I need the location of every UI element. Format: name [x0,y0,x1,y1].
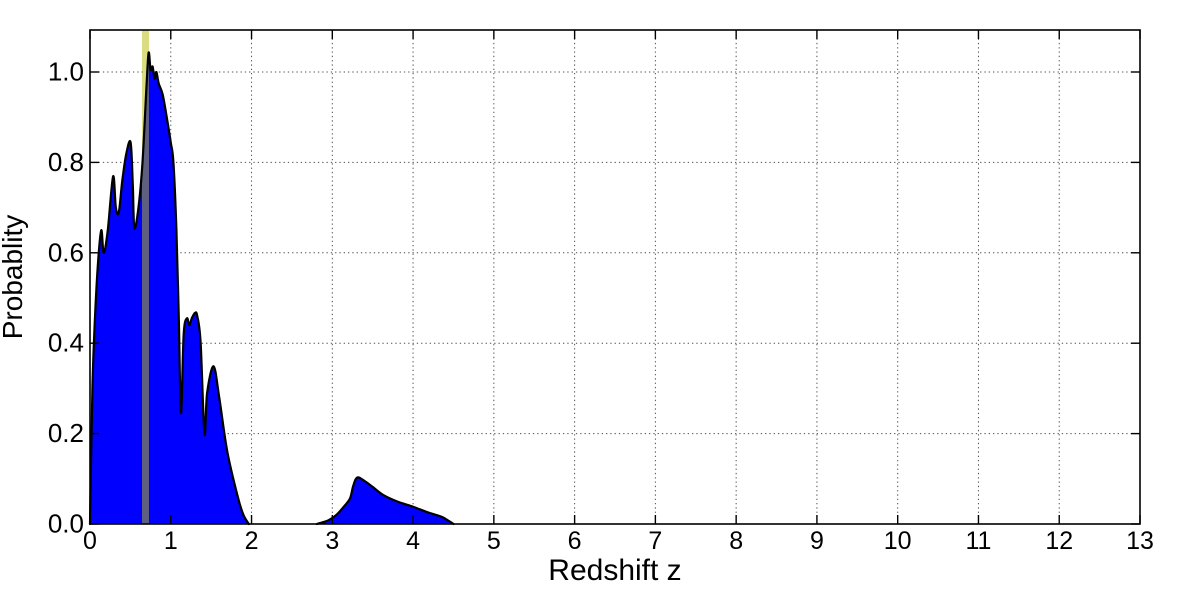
svg-text:5: 5 [487,527,501,555]
svg-text:11: 11 [965,527,991,555]
svg-text:0.4: 0.4 [48,328,84,358]
svg-text:13: 13 [1126,527,1154,555]
svg-text:Probablity: Probablity [0,215,28,340]
svg-text:0.0: 0.0 [48,509,84,539]
svg-text:6: 6 [568,527,582,555]
svg-text:0: 0 [83,527,97,555]
svg-text:1.0: 1.0 [48,57,84,87]
svg-text:0.2: 0.2 [48,418,84,448]
svg-text:8: 8 [729,527,743,555]
svg-text:3: 3 [325,527,339,555]
svg-text:1: 1 [164,527,178,555]
svg-text:10: 10 [884,527,912,555]
svg-text:Redshift z: Redshift z [548,554,681,587]
svg-text:7: 7 [648,527,662,555]
svg-text:9: 9 [810,527,824,555]
svg-text:12: 12 [1045,527,1073,555]
svg-text:0.8: 0.8 [48,147,84,177]
svg-text:0.6: 0.6 [48,237,84,267]
svg-text:4: 4 [406,527,420,555]
svg-text:2: 2 [245,527,259,555]
